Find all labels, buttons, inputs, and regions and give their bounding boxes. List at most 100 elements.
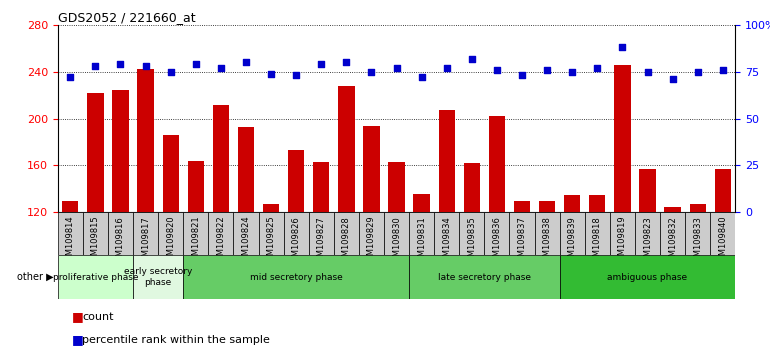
Bar xyxy=(162,135,179,212)
Bar xyxy=(439,110,455,212)
Text: GSM109835: GSM109835 xyxy=(467,216,477,267)
Point xyxy=(566,69,578,74)
Point xyxy=(390,65,403,71)
Bar xyxy=(539,201,555,212)
Text: GSM109821: GSM109821 xyxy=(191,216,200,267)
Text: GSM109816: GSM109816 xyxy=(116,216,125,267)
FancyBboxPatch shape xyxy=(183,212,209,255)
Point xyxy=(466,56,478,61)
Bar xyxy=(413,194,430,212)
Point xyxy=(189,61,202,67)
Text: GSM109834: GSM109834 xyxy=(442,216,451,267)
Text: GSM109837: GSM109837 xyxy=(517,216,527,267)
Point xyxy=(315,61,327,67)
Text: GSM109838: GSM109838 xyxy=(543,216,551,267)
FancyBboxPatch shape xyxy=(133,255,183,299)
FancyBboxPatch shape xyxy=(635,212,660,255)
Bar xyxy=(238,127,254,212)
FancyBboxPatch shape xyxy=(183,255,409,299)
FancyBboxPatch shape xyxy=(710,212,735,255)
Point xyxy=(490,67,503,73)
Text: GSM109832: GSM109832 xyxy=(668,216,677,267)
Text: GSM109836: GSM109836 xyxy=(493,216,501,267)
FancyBboxPatch shape xyxy=(58,212,83,255)
Bar xyxy=(614,65,631,212)
FancyBboxPatch shape xyxy=(459,212,484,255)
Bar xyxy=(62,201,79,212)
FancyBboxPatch shape xyxy=(434,212,459,255)
FancyBboxPatch shape xyxy=(359,212,384,255)
FancyBboxPatch shape xyxy=(409,255,560,299)
FancyBboxPatch shape xyxy=(133,212,158,255)
Bar xyxy=(388,162,405,212)
Bar xyxy=(665,206,681,212)
Bar xyxy=(489,116,505,212)
FancyBboxPatch shape xyxy=(83,212,108,255)
Text: GSM109839: GSM109839 xyxy=(567,216,577,267)
FancyBboxPatch shape xyxy=(108,212,133,255)
Point xyxy=(290,73,303,78)
Text: mid secretory phase: mid secretory phase xyxy=(249,273,343,281)
Point xyxy=(139,63,152,69)
Text: ■: ■ xyxy=(72,310,83,323)
Point xyxy=(616,45,628,50)
Point xyxy=(541,67,554,73)
FancyBboxPatch shape xyxy=(660,212,685,255)
Text: GSM109822: GSM109822 xyxy=(216,216,226,267)
FancyBboxPatch shape xyxy=(560,255,735,299)
Bar xyxy=(137,69,154,212)
Text: GSM109833: GSM109833 xyxy=(693,216,702,267)
Text: ambiguous phase: ambiguous phase xyxy=(608,273,688,281)
FancyBboxPatch shape xyxy=(510,212,534,255)
Bar xyxy=(715,169,731,212)
Text: count: count xyxy=(82,312,114,322)
Point xyxy=(667,76,679,82)
Point xyxy=(89,63,102,69)
FancyBboxPatch shape xyxy=(259,212,283,255)
Bar xyxy=(288,150,304,212)
Point xyxy=(641,69,654,74)
Text: GDS2052 / 221660_at: GDS2052 / 221660_at xyxy=(58,11,196,24)
Text: GSM109829: GSM109829 xyxy=(367,216,376,267)
Text: GSM109817: GSM109817 xyxy=(141,216,150,267)
Text: other ▶: other ▶ xyxy=(17,272,54,282)
Point xyxy=(516,73,528,78)
FancyBboxPatch shape xyxy=(409,212,434,255)
Text: GSM109830: GSM109830 xyxy=(392,216,401,267)
FancyBboxPatch shape xyxy=(610,212,635,255)
FancyBboxPatch shape xyxy=(560,212,584,255)
Point xyxy=(365,69,377,74)
Bar xyxy=(464,163,480,212)
Bar xyxy=(263,204,280,212)
Point xyxy=(691,69,704,74)
Text: ■: ■ xyxy=(72,333,83,346)
Point xyxy=(340,59,353,65)
Bar xyxy=(87,93,103,212)
Bar xyxy=(188,161,204,212)
Point xyxy=(114,61,126,67)
Point xyxy=(591,65,604,71)
Text: GSM109825: GSM109825 xyxy=(266,216,276,267)
FancyBboxPatch shape xyxy=(384,212,409,255)
Point xyxy=(265,71,277,76)
Point xyxy=(717,67,729,73)
Text: late secretory phase: late secretory phase xyxy=(438,273,531,281)
Text: GSM109831: GSM109831 xyxy=(417,216,426,267)
Text: GSM109826: GSM109826 xyxy=(292,216,300,267)
Text: GSM109819: GSM109819 xyxy=(618,216,627,267)
Bar xyxy=(690,204,706,212)
Text: GSM109840: GSM109840 xyxy=(718,216,728,267)
FancyBboxPatch shape xyxy=(534,212,560,255)
FancyBboxPatch shape xyxy=(209,212,233,255)
Text: GSM109827: GSM109827 xyxy=(316,216,326,267)
Bar xyxy=(112,90,129,212)
Text: proliferative phase: proliferative phase xyxy=(52,273,138,281)
Point xyxy=(64,74,76,80)
Point xyxy=(239,59,252,65)
FancyBboxPatch shape xyxy=(334,212,359,255)
Point xyxy=(416,74,428,80)
FancyBboxPatch shape xyxy=(309,212,334,255)
Bar xyxy=(589,195,605,212)
Bar xyxy=(213,104,229,212)
Text: percentile rank within the sample: percentile rank within the sample xyxy=(82,335,270,345)
